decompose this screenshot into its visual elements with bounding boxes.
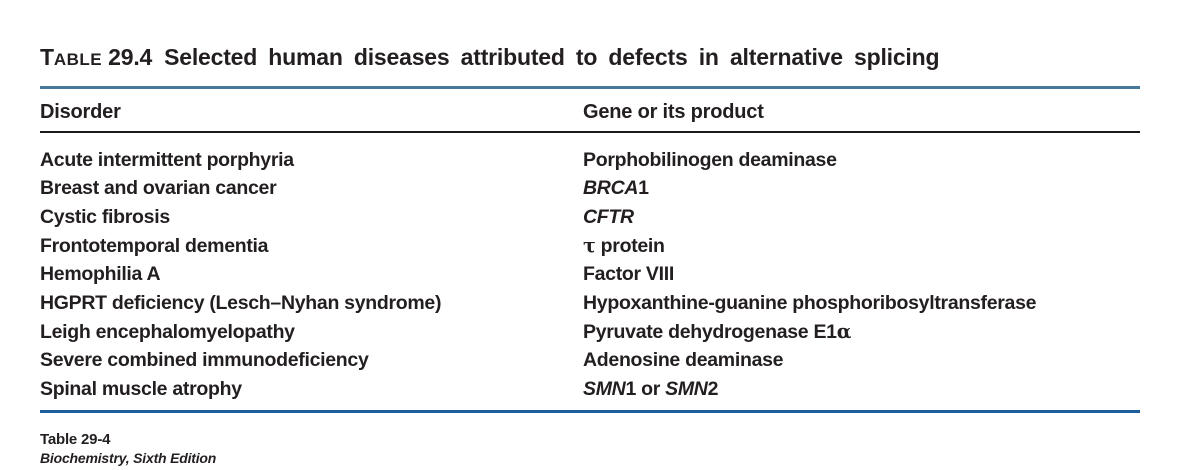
table-row: Leigh encephalomyelopathy Pyruvate dehyd… [40,318,1140,347]
footer: Table 29-4 Biochemistry, Sixth Edition [40,430,216,467]
table-header-row: Disorder Gene or its product [40,100,1140,124]
table-row: Hemophilia A Factor VIII [40,260,1140,289]
header-rule [40,130,1140,133]
disorder-cell: Cystic fibrosis [40,205,170,228]
table-row: Breast and ovarian cancer BRCA1 [40,174,1140,203]
table-row: HGPRT deficiency (Lesch–Nyhan syndrome) … [40,289,1140,318]
gene-cell: Adenosine deaminase [583,349,784,372]
disorder-cell: HGPRT deficiency (Lesch–Nyhan syndrome) [40,291,442,314]
bottom-rule [40,409,1140,414]
table-row: Frontotemporal dementia τ protein [40,232,1140,261]
gene-cell: Hypoxanthine-guanine phosphoribosyltrans… [583,291,1037,314]
gene-cell: Pyruvate dehydrogenase E1α [583,319,852,343]
table-label-rest: ABLE [53,50,103,69]
gene-cell: τ protein [583,233,665,257]
table-row: Severe combined immunodeficiency Adenosi… [40,346,1140,375]
disorder-cell: Severe combined immunodeficiency [40,349,369,372]
column-header-disorder: Disorder [40,100,121,123]
table-title-text: Selected human diseases attributed to de… [164,44,940,70]
disorder-cell: Frontotemporal dementia [40,234,269,257]
table-figure: TABLE 29.4 Selected human diseases attribu… [40,44,1140,414]
gene-cell: Factor VIII [583,263,674,286]
gene-cell: CFTR [583,205,634,228]
table-title: TABLE 29.4 Selected human diseases attribu… [40,44,1140,73]
table-body: Acute intermittent porphyria Porphobilin… [40,146,1140,404]
table-number: 29.4 [108,44,153,70]
disorder-cell: Hemophilia A [40,263,161,286]
table-label-initial: T [40,44,54,70]
gene-cell: SMN1 or SMN2 [583,378,719,400]
table-row: Cystic fibrosis CFTR [40,203,1140,232]
disorder-cell: Breast and ovarian cancer [40,177,277,200]
column-header-gene: Gene or its product [583,100,764,123]
disorder-cell: Leigh encephalomyelopathy [40,320,295,343]
disorder-cell: Spinal muscle atrophy [40,378,242,400]
gene-cell: BRCA1 [583,177,649,200]
table-row: Spinal muscle atrophy SMN1 or SMN2 [40,375,1140,404]
disorder-cell: Acute intermittent porphyria [40,148,294,171]
footer-book-title: Biochemistry, Sixth Edition [40,450,217,466]
gene-cell: Porphobilinogen deaminase [583,148,837,171]
footer-table-number: Table 29-4 [40,431,111,448]
top-rule [40,86,1140,89]
table-row: Acute intermittent porphyria Porphobilin… [40,146,1140,175]
